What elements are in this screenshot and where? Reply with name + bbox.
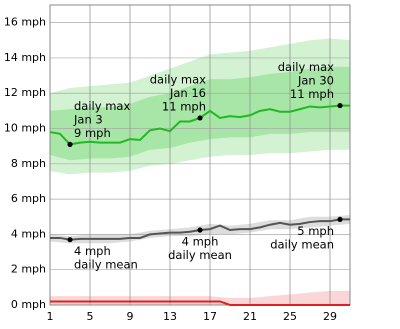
- y-tick-label: 6 mph: [11, 192, 46, 205]
- point-marker: [337, 102, 343, 109]
- annotation: daily max: [150, 72, 206, 86]
- annotation: daily mean: [270, 237, 334, 251]
- y-tick-label: 14 mph: [4, 51, 46, 64]
- point-marker: [67, 141, 73, 148]
- annotation: daily mean: [74, 258, 138, 272]
- y-tick-label: 2 mph: [11, 263, 46, 276]
- y-tick-label: 12 mph: [4, 86, 46, 99]
- y-tick-label: 0 mph: [11, 298, 46, 311]
- point-marker: [197, 227, 203, 233]
- annotation: 9 mph: [74, 126, 111, 140]
- x-tick-label: 13: [163, 310, 177, 323]
- annotation: 5 mph: [297, 224, 334, 238]
- x-tick-label: 21: [243, 310, 257, 323]
- x-tick-label: 9: [127, 310, 134, 323]
- annotation: 11 mph: [290, 87, 334, 101]
- y-tick-label: 16 mph: [4, 16, 46, 29]
- y-tick-label: 10 mph: [4, 122, 46, 135]
- x-tick-label: 5: [87, 310, 94, 323]
- x-tick-label: 25: [283, 310, 297, 323]
- annotation: Jan 3: [73, 112, 103, 126]
- band: [50, 66, 350, 161]
- y-tick-label: 4 mph: [11, 227, 46, 240]
- annotation: daily max: [278, 60, 334, 74]
- point-marker: [197, 115, 203, 121]
- plot-frame: [49, 4, 351, 306]
- x-tick-label: 1: [47, 310, 54, 323]
- x-tick-label: 17: [203, 310, 217, 323]
- series-line: [50, 300, 350, 306]
- annotation: 4 mph: [74, 244, 111, 258]
- annotation: daily max: [74, 99, 130, 113]
- annotation: Jan 30: [297, 74, 334, 88]
- point-marker: [67, 237, 73, 243]
- annotation: 4 mph: [182, 235, 219, 249]
- annotation: Jan 16: [169, 86, 206, 100]
- annotation: daily mean: [168, 248, 232, 262]
- annotation: 11 mph: [162, 99, 206, 113]
- point-marker: [337, 216, 343, 223]
- x-tick-label: 29: [323, 310, 337, 323]
- y-tick-label: 8 mph: [11, 157, 46, 170]
